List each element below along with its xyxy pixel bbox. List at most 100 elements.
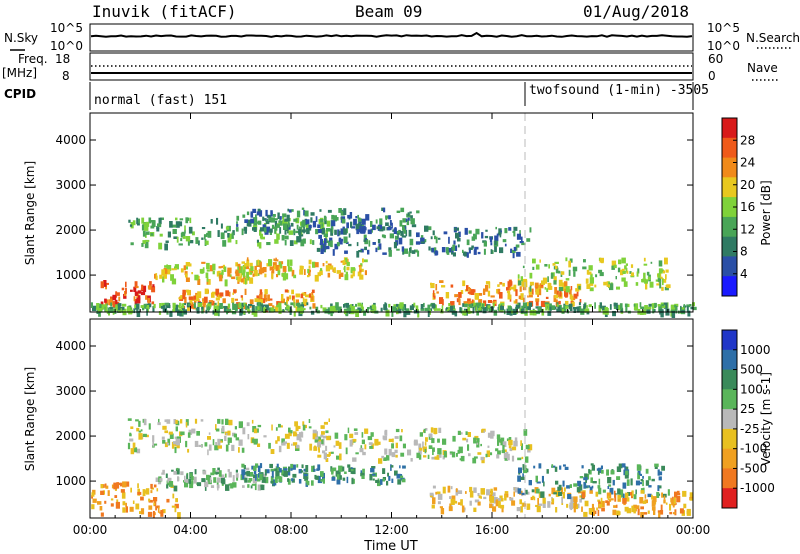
scatter-cell — [266, 214, 272, 218]
scatter-cell — [515, 245, 518, 251]
scatter-cell — [180, 419, 183, 424]
scatter-cell — [367, 249, 370, 255]
scatter-cell — [335, 302, 339, 308]
scatter-cell — [250, 272, 253, 275]
scatter-cell — [398, 307, 402, 314]
scatter-cell — [660, 276, 663, 279]
scatter-cell — [395, 454, 398, 458]
scatter-cell — [457, 244, 460, 248]
scatter-cell — [251, 304, 255, 312]
power-scatter-cells — [90, 207, 697, 318]
scatter-cell — [544, 287, 547, 290]
scatter-cell — [342, 477, 346, 481]
scatter-cell — [658, 268, 663, 274]
scatter-cell — [608, 284, 610, 288]
scatter-cell — [388, 225, 391, 228]
scatter-cell — [286, 305, 290, 310]
scatter-cell — [291, 478, 294, 482]
scatter-cell — [171, 441, 175, 449]
scatter-cell — [375, 479, 380, 483]
scatter-cell — [554, 306, 557, 310]
scatter-cell — [389, 233, 394, 239]
scatter-cell — [671, 307, 676, 313]
scatter-cell — [265, 221, 270, 225]
scatter-cell — [185, 479, 190, 483]
scatter-cell — [224, 230, 228, 233]
scatter-cell — [424, 226, 426, 230]
scatter-cell — [597, 485, 601, 489]
scatter-cell — [562, 492, 565, 499]
scatter-cell — [121, 303, 127, 307]
scatter-cell — [250, 266, 254, 272]
scatter-cell — [100, 484, 104, 489]
scatter-cell — [206, 279, 211, 285]
scatter-cell — [383, 435, 388, 441]
scatter-cell — [611, 265, 615, 270]
scatter-cell — [485, 281, 490, 285]
scatter-cell — [642, 479, 644, 487]
scatter-cell — [424, 225, 429, 232]
scatter-cell — [584, 500, 589, 507]
scatter-cell — [566, 503, 569, 508]
scatter-cell — [376, 441, 381, 445]
scatter-cell — [588, 508, 593, 515]
scatter-cell — [383, 308, 388, 311]
scatter-cell — [419, 447, 423, 451]
scatter-cell — [298, 228, 302, 235]
scatter-cell — [489, 236, 493, 243]
colorbar-segment — [722, 448, 737, 469]
scatter-cell — [640, 310, 644, 315]
scatter-cell — [597, 509, 600, 516]
scatter-cell — [610, 498, 614, 501]
scatter-cell — [216, 217, 219, 225]
scatter-cell — [208, 444, 212, 451]
scatter-cell — [620, 307, 623, 313]
scatter-cell — [120, 306, 125, 310]
scatter-cell — [195, 237, 199, 244]
scatter-cell — [456, 227, 459, 231]
scatter-cell — [401, 246, 405, 252]
scatter-cell — [603, 281, 607, 286]
scatter-cell — [538, 491, 541, 498]
scatter-cell — [361, 439, 365, 445]
scatter-cell — [134, 281, 138, 289]
scatter-cell — [290, 302, 294, 306]
cpid-segment-normal: normal (fast) 151 — [94, 93, 227, 108]
colorbar-tick-label: 8 — [740, 245, 748, 259]
scatter-cell — [315, 216, 318, 222]
scatter-cell — [319, 242, 324, 245]
scatter-cell — [225, 290, 230, 297]
scatter-cell — [362, 223, 364, 227]
scatter-cell — [396, 304, 402, 310]
scatter-cell — [238, 266, 243, 274]
scatter-cell — [251, 419, 254, 424]
scatter-cell — [198, 240, 200, 246]
scatter-cell — [273, 258, 275, 261]
scatter-cell — [359, 224, 364, 229]
scatter-cell — [492, 503, 494, 507]
scatter-cell — [327, 307, 332, 314]
scatter-cell — [400, 475, 404, 479]
scatter-cell — [284, 289, 289, 293]
scatter-cell — [367, 229, 372, 235]
scatter-cell — [517, 274, 520, 278]
scatter-cell — [238, 421, 243, 429]
scatter-cell — [447, 485, 451, 493]
scatter-cell — [269, 228, 273, 233]
scatter-cell — [204, 442, 208, 447]
scatter-cell — [237, 276, 242, 282]
scatter-cell — [588, 271, 592, 275]
scatter-cell — [515, 289, 518, 297]
scatter-cell — [308, 270, 311, 273]
scatter-cell — [204, 485, 207, 491]
scatter-cell — [135, 419, 139, 422]
scatter-cell — [657, 278, 662, 282]
scatter-cell — [336, 479, 341, 485]
scatter-cell — [260, 484, 265, 491]
x-tick-label: 04:00 — [173, 523, 208, 537]
scatter-cell — [651, 303, 655, 309]
scatter-cell — [583, 477, 588, 481]
scatter-cell — [511, 500, 516, 506]
scatter-cell — [327, 263, 332, 266]
scatter-cell — [450, 284, 454, 288]
